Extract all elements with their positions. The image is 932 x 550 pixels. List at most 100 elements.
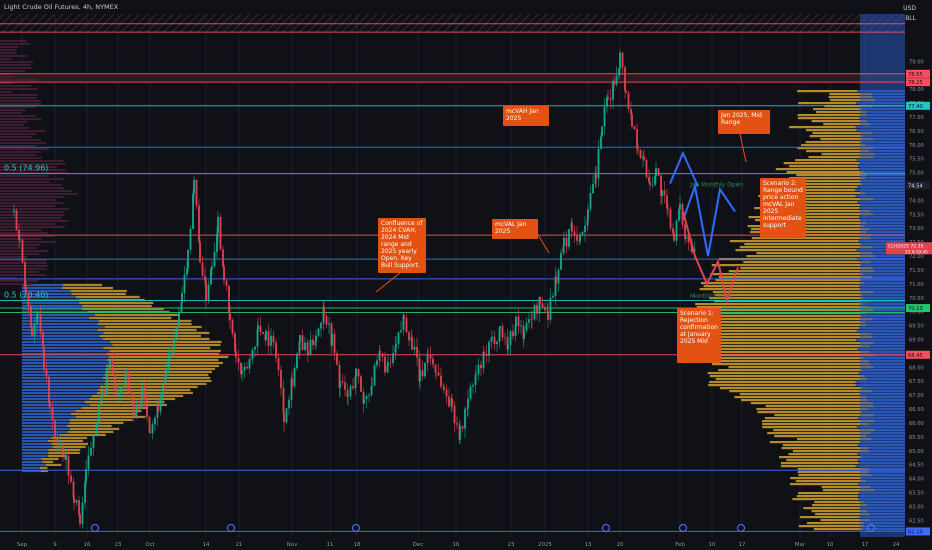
candle-body <box>562 245 565 254</box>
profile-bar-gold <box>696 309 874 312</box>
candle-body <box>488 341 490 356</box>
x-tick-label: 13 <box>585 542 592 548</box>
profile-bar-gold <box>774 414 874 417</box>
profile-bar-faint <box>0 70 26 72</box>
candle-body <box>130 391 132 395</box>
candle-body <box>387 362 389 366</box>
candle-body <box>552 295 554 298</box>
profile-bar-gold <box>692 351 870 354</box>
candle-body <box>298 341 301 354</box>
candle-body <box>125 370 127 374</box>
profile-bar-blue <box>22 388 99 392</box>
candle-body <box>306 342 309 351</box>
profile-bar-faint <box>0 127 30 129</box>
x-tick-label: 9 <box>53 542 57 548</box>
candle-body <box>421 370 424 377</box>
candle-body <box>339 381 341 388</box>
profile-bar-faint <box>0 61 34 63</box>
price-badge-label: 68.45 <box>908 353 923 359</box>
profile-bar-blue <box>22 418 70 422</box>
candle-body <box>514 326 517 337</box>
price-axis: 79.0078.5078.0077.5077.0076.5076.0075.50… <box>886 0 932 550</box>
profile-bar-blue <box>22 346 104 350</box>
profile-bar-gold <box>709 297 864 300</box>
candle-body <box>56 437 59 446</box>
candle-body <box>563 237 565 246</box>
profile-bar-gold <box>798 102 857 105</box>
profile-bar-gold <box>813 108 862 111</box>
candle-body <box>341 381 344 383</box>
profile-bar-gold <box>811 120 867 123</box>
profile-bar-blue <box>22 442 52 446</box>
profile-bar-gold <box>755 219 861 222</box>
y-tick-label: 78.00 <box>909 87 924 93</box>
candle-body <box>609 98 612 100</box>
candle-body <box>189 228 192 250</box>
candle-body <box>603 106 606 127</box>
candle-body <box>331 333 333 346</box>
candle-body <box>172 349 175 353</box>
profile-bar-gold <box>685 315 862 318</box>
profile-bar-gold <box>81 406 149 410</box>
profile-bar-gold <box>99 385 198 389</box>
candle-body <box>506 337 509 350</box>
callout-text: mcVAL Jan 2025 <box>495 221 527 235</box>
profile-bar-gold <box>716 360 869 363</box>
profile-bar-blue <box>22 397 90 401</box>
candle-body <box>539 296 541 304</box>
profile-bar-gold <box>751 228 870 231</box>
profile-bar-blue <box>22 322 98 326</box>
profile-bar-blue <box>22 283 63 287</box>
profile-bar-faint <box>0 130 46 132</box>
candle-body <box>405 317 408 333</box>
profile-bar-blue <box>22 304 83 308</box>
candle-body <box>681 203 684 225</box>
candle-body <box>427 354 429 356</box>
profile-bar-faint <box>0 124 24 126</box>
profile-bar-blue <box>22 451 49 455</box>
profile-bar-faint <box>0 241 56 243</box>
profile-bar-gold <box>767 213 873 216</box>
profile-bar-gold <box>799 516 860 519</box>
profile-bar-gold <box>788 453 858 456</box>
callout-box <box>378 218 426 273</box>
candle-body <box>568 228 570 247</box>
profile-bar-blue <box>22 379 106 383</box>
candle-body <box>283 413 285 423</box>
profile-bar-gold <box>792 450 870 453</box>
profile-bar-gold <box>67 430 114 434</box>
profile-bar-blue <box>22 319 99 323</box>
candle-body <box>365 395 368 400</box>
x-tick-label: 23 <box>115 542 122 548</box>
candle-body <box>587 209 589 220</box>
profile-bar-gold <box>815 513 871 516</box>
candle-body <box>643 156 645 161</box>
candle-body <box>154 417 156 425</box>
candle-body <box>363 399 365 404</box>
profile-bar-faint <box>0 229 42 231</box>
candle-body <box>148 416 151 432</box>
profile-bar-faint <box>0 202 64 204</box>
candle-body <box>408 332 410 341</box>
candle-body <box>114 373 116 391</box>
profile-bar-gold <box>795 480 866 483</box>
profile-bar-blue <box>22 325 105 329</box>
profile-bar-blue <box>22 448 49 452</box>
candle-body <box>352 386 354 389</box>
candle-body <box>328 323 330 325</box>
profile-bar-gold <box>51 442 88 446</box>
profile-bar-gold <box>781 447 869 450</box>
profile-bar-gold <box>762 423 869 426</box>
candle-body <box>621 52 624 68</box>
profile-bar-gold <box>809 135 863 138</box>
profile-bar-gold <box>806 150 869 153</box>
profile-bar-faint <box>0 133 37 135</box>
profile-bar-gold <box>107 358 219 362</box>
profile-bar-faint <box>0 121 28 123</box>
candle-body <box>615 75 618 85</box>
profile-bar-gold <box>703 285 860 288</box>
y-tick-label: 65.50 <box>909 435 924 441</box>
currency: USD <box>903 5 916 12</box>
profile-bar-gold <box>805 141 863 144</box>
